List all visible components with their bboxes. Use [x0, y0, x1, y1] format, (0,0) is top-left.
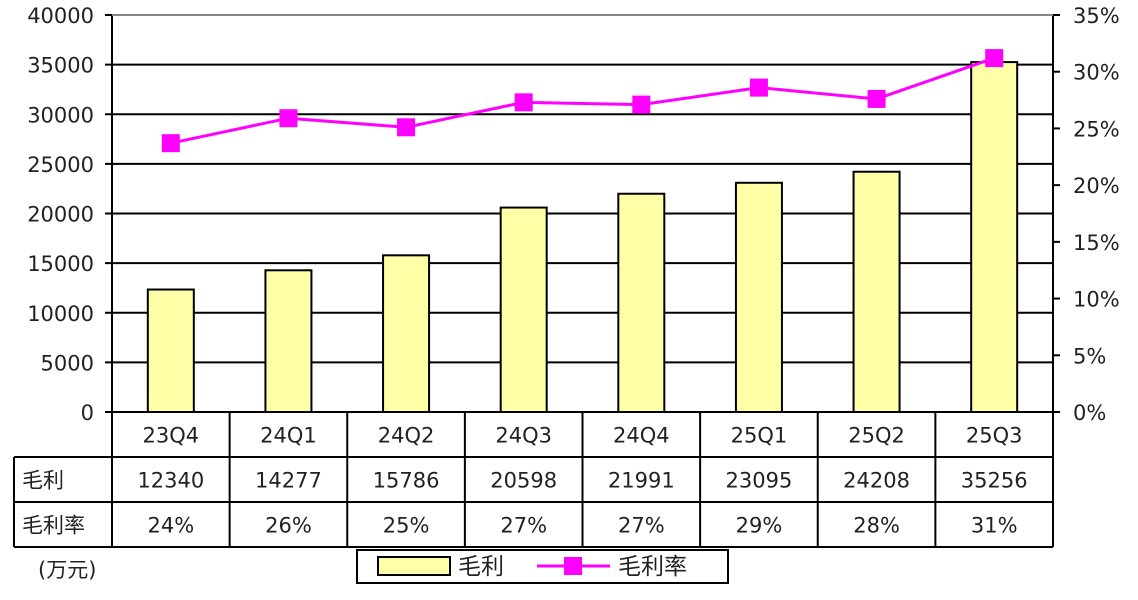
- margin-line: [170, 56, 995, 145]
- bar-25Q1: [734, 181, 783, 413]
- y-right-tick-label: 35%: [1073, 4, 1120, 28]
- bar-23Q4: [146, 288, 195, 414]
- y-left-tick-label: 35000: [27, 54, 94, 78]
- bar-24Q3: [499, 206, 548, 413]
- margin-point-25Q3: [985, 49, 1004, 68]
- margin-point-24Q2: [397, 118, 416, 137]
- legend-swatch-bar: [377, 556, 451, 576]
- table-cell: 28%: [853, 514, 900, 538]
- y-right-tick-label: 30%: [1073, 61, 1120, 85]
- table-cell: 15786: [373, 469, 440, 493]
- x-tick-label: 24Q2: [378, 424, 435, 448]
- y-right-tick-label: 0%: [1073, 401, 1106, 425]
- y-left-tick-label: 10000: [27, 302, 94, 326]
- y-left-tick-label: 0: [81, 401, 94, 425]
- margin-point-24Q4: [632, 95, 651, 114]
- table-cell: 31%: [971, 514, 1018, 538]
- y-left-tick-label: 15000: [27, 252, 94, 276]
- y-left-tick-label: 5000: [41, 351, 94, 375]
- table-cell: 25%: [383, 514, 430, 538]
- margin-point-25Q1: [749, 78, 768, 97]
- y-right-tick-label: 25%: [1073, 117, 1120, 141]
- x-tick-label: 24Q3: [495, 424, 552, 448]
- margin-point-25Q2: [867, 89, 886, 108]
- unit-label: (万元): [38, 558, 96, 582]
- margin-point-24Q3: [514, 93, 533, 112]
- table-cell: 21991: [608, 469, 675, 493]
- table-cell: 29%: [736, 514, 783, 538]
- table-row-label: 毛利率: [22, 514, 85, 538]
- table-cell: 20598: [490, 469, 557, 493]
- bar-25Q3: [970, 61, 1019, 414]
- x-tick-label: 23Q4: [143, 424, 200, 448]
- y-right-tick-label: 5%: [1073, 344, 1106, 368]
- margin-point-24Q1: [279, 109, 298, 128]
- table-cell: 24%: [147, 514, 194, 538]
- y-left-tick-label: 25000: [27, 153, 94, 177]
- y-left-tick-label: 40000: [27, 4, 94, 28]
- y-left-tick-label: 20000: [27, 203, 94, 227]
- table-row-label: 毛利: [22, 469, 64, 493]
- x-tick-label: 24Q4: [613, 424, 670, 448]
- bar-24Q1: [264, 269, 313, 413]
- table-cell: 14277: [255, 469, 322, 493]
- x-tick-label: 25Q2: [848, 424, 905, 448]
- bar-24Q2: [382, 254, 431, 413]
- y-left-tick-label: 30000: [27, 103, 94, 127]
- table-cell: 35256: [961, 469, 1028, 493]
- legend-label-line: 毛利率: [618, 554, 687, 580]
- legend-label-bar: 毛利: [458, 554, 504, 580]
- table-cell: 26%: [265, 514, 312, 538]
- table-cell: 24208: [843, 469, 910, 493]
- y-right-tick-label: 15%: [1073, 231, 1120, 255]
- y-right-tick-label: 20%: [1073, 174, 1120, 198]
- legend-swatch-marker: [564, 557, 582, 575]
- x-tick-label: 25Q1: [731, 424, 788, 448]
- margin-point-23Q4: [161, 134, 180, 153]
- y-right-tick-label: 10%: [1073, 288, 1120, 312]
- table-cell: 27%: [618, 514, 665, 538]
- table-cell: 23095: [726, 469, 793, 493]
- table-cell: 27%: [500, 514, 547, 538]
- bar-25Q2: [852, 170, 901, 413]
- x-tick-label: 24Q1: [260, 424, 317, 448]
- table-cell: 12340: [137, 469, 204, 493]
- bar-24Q4: [617, 192, 666, 413]
- x-tick-label: 25Q3: [966, 424, 1023, 448]
